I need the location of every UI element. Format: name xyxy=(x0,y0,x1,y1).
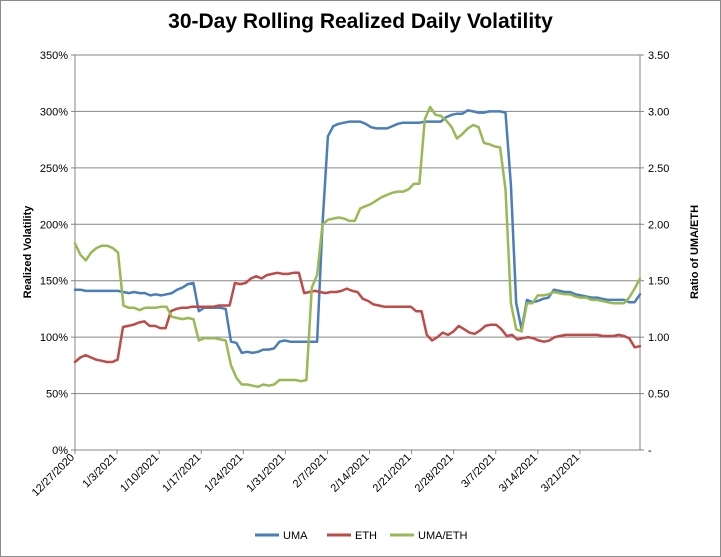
y2-axis-title: Ratio of UMA/ETH xyxy=(689,205,701,299)
y2-tick-label: 1.00 xyxy=(648,332,669,344)
y-tick-label: 200% xyxy=(40,219,68,231)
x-tick-label: 1/31/2021 xyxy=(244,452,287,495)
y2-tick-label: 3.50 xyxy=(648,50,669,62)
y2-tick-label: 1.50 xyxy=(648,276,669,288)
y2-tick-label: 3.00 xyxy=(648,106,669,118)
y-tick-label: 0% xyxy=(52,445,68,457)
x-ticks: 12/27/2020 1/3/20211/10/20211/17/20211/24… xyxy=(30,450,582,499)
gridlines xyxy=(75,54,640,395)
x-tick-label: 2/21/2021 xyxy=(371,452,414,495)
x-tick-label: 1/24/2021 xyxy=(202,452,245,495)
x-tick-label: 3/7/2021 xyxy=(459,452,498,491)
x-tick-label: 2/28/2021 xyxy=(413,452,456,495)
x-tick-label: 3/21/2021 xyxy=(539,452,582,495)
y-ticks-left: 0% 50% 100% 150% 200% 250% 300% 350% xyxy=(40,50,75,457)
y2-tick-label: 2.00 xyxy=(648,219,669,231)
series-line-uma xyxy=(73,109,642,355)
legend-label-eth: ETH xyxy=(355,530,377,542)
x-tick-label: 3/14/2021 xyxy=(497,452,540,495)
x-tick-label: 2/14/2021 xyxy=(329,452,372,495)
y-tick-label: 50% xyxy=(46,389,68,401)
series-lines xyxy=(73,105,642,389)
x-tick-label: 1/17/2021 xyxy=(160,452,203,495)
x-tick-label: 1/10/2021 xyxy=(118,452,161,495)
y2-tick-label: 0.50 xyxy=(648,389,669,401)
axes xyxy=(74,55,641,451)
x-tick-label: 1/3/2021 xyxy=(80,452,119,491)
legend: UMA ETH UMA/ETH xyxy=(255,530,468,542)
legend-label-uma-eth: UMA/ETH xyxy=(418,530,468,542)
series-line-uma-eth xyxy=(73,105,642,389)
y-ticks-right: - 0.50 1.00 1.50 2.00 2.50 3.00 3.50 xyxy=(640,50,669,457)
legend-label-uma: UMA xyxy=(283,530,308,542)
y-tick-label: 350% xyxy=(40,50,68,62)
x-tick-label: 12/27/2020 xyxy=(30,452,77,499)
series-line-eth xyxy=(73,271,642,364)
y-axis-title: Realized Volatility xyxy=(22,205,34,299)
y-tick-label: 250% xyxy=(40,163,68,175)
y2-tick-label: - xyxy=(648,445,652,457)
y-tick-label: 300% xyxy=(40,106,68,118)
chart-title: 30-Day Rolling Realized Daily Volatility xyxy=(168,10,553,33)
y2-tick-label: 2.50 xyxy=(648,163,669,175)
y-tick-label: 100% xyxy=(40,332,68,344)
y-tick-label: 150% xyxy=(40,276,68,288)
x-tick-label: 2/7/2021 xyxy=(291,452,330,491)
